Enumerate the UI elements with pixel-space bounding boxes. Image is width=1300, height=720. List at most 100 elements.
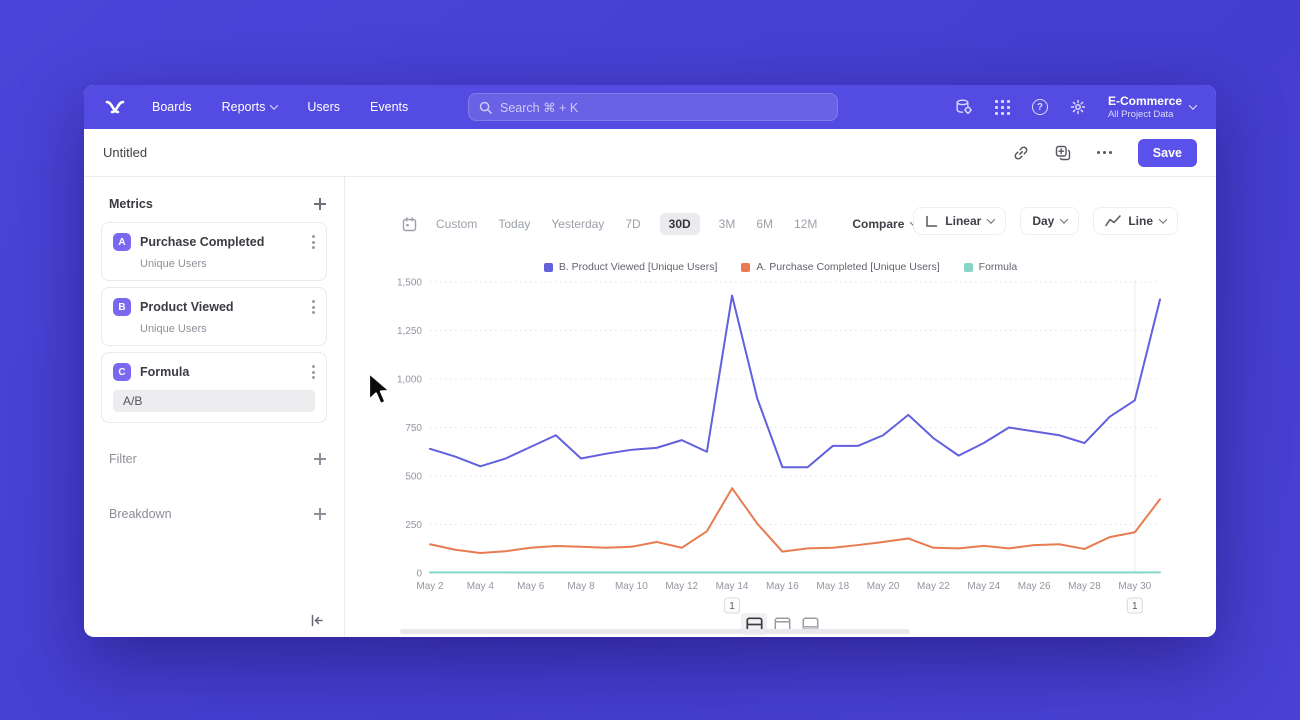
chevron-down-icon <box>1188 101 1198 110</box>
metric-menu-icon[interactable] <box>312 300 315 314</box>
report-titlebar: Untitled Save <box>84 129 1216 177</box>
formula-input[interactable]: A/B <box>113 390 315 412</box>
interval-label: Day <box>1032 214 1055 228</box>
x-tick-label: May 8 <box>567 581 595 592</box>
top-navbar: Boards Reports Users Events Search ⌘ + K <box>84 85 1216 129</box>
horizontal-scrollbar[interactable] <box>400 629 910 634</box>
metric-card-b[interactable]: B Product Viewed Unique Users <box>101 287 327 346</box>
nav-item-events[interactable]: Events <box>370 100 408 114</box>
nav-item-label: Boards <box>152 100 192 114</box>
filter-section-header: Filter <box>109 452 326 466</box>
metric-name: Purchase Completed <box>140 235 265 249</box>
metric-menu-icon[interactable] <box>312 365 315 379</box>
linear-axis-icon <box>926 215 938 227</box>
project-name: E-Commerce <box>1107 93 1182 108</box>
range-12m[interactable]: 12M <box>794 217 818 231</box>
line-chart-icon <box>1105 215 1122 227</box>
x-tick-label: May 10 <box>615 581 648 592</box>
legend-label: Formula <box>978 261 1018 273</box>
add-breakdown-button[interactable] <box>314 508 326 520</box>
legend-label: A. Purchase Completed [Unique Users] <box>756 261 940 273</box>
project-selector[interactable]: E-Commerce All Project Data <box>1107 93 1198 121</box>
filter-header-label: Filter <box>109 452 137 466</box>
y-tick-label: 1,250 <box>397 326 422 337</box>
range-30d[interactable]: 30D <box>659 213 700 235</box>
nav-item-boards[interactable]: Boards <box>152 100 192 114</box>
help-glyph: ? <box>1036 101 1044 113</box>
mixpanel-logo-icon[interactable] <box>104 99 126 115</box>
metric-letter-badge: B <box>113 298 131 316</box>
add-metric-button[interactable] <box>314 198 326 210</box>
duplicate-icon[interactable] <box>1055 145 1071 161</box>
nav-item-reports[interactable]: Reports <box>221 100 279 114</box>
range-6m[interactable]: 6M <box>756 217 774 231</box>
report-title[interactable]: Untitled <box>103 145 148 160</box>
range-today[interactable]: Today <box>498 217 531 231</box>
scale-selector[interactable]: Linear <box>913 207 1007 235</box>
series-line-1[interactable] <box>429 487 1161 555</box>
project-subtitle: All Project Data <box>1107 108 1174 120</box>
nav-item-label: Reports <box>221 100 266 114</box>
range-yesterday[interactable]: Yesterday <box>551 217 605 231</box>
chart-panel: Custom Today Yesterday 7D 30D 3M 6M 12M Compare… <box>345 177 1216 637</box>
calendar-icon[interactable] <box>402 216 417 232</box>
help-icon[interactable]: ? <box>1031 99 1048 115</box>
range-custom[interactable]: Custom <box>436 217 478 231</box>
metric-menu-icon[interactable] <box>312 235 315 249</box>
x-tick-label: May 2 <box>416 581 444 592</box>
more-options-icon[interactable] <box>1096 151 1112 154</box>
annotation-badge[interactable] <box>1126 597 1143 614</box>
report-content: Metrics A Purchase Completed Unique User… <box>84 177 1216 637</box>
apps-grid-icon[interactable] <box>994 99 1010 115</box>
series-line-0[interactable] <box>429 294 1161 469</box>
nav-item-label: Users <box>307 100 341 114</box>
scale-label: Linear <box>945 214 982 228</box>
collapse-sidebar-icon[interactable] <box>310 614 324 627</box>
chevron-down-icon <box>1060 215 1069 224</box>
range-3m[interactable]: 3M <box>718 217 736 231</box>
interval-selector[interactable]: Day <box>1020 207 1080 235</box>
y-tick-label: 1,500 <box>397 278 422 289</box>
line-chart[interactable]: 0 250 500 750 1,000 1,250 1,500 May 2 May 4 May 6… <box>390 277 1175 622</box>
legend-item-2[interactable]: Formula <box>963 261 1018 273</box>
x-tick-label: May 14 <box>716 581 749 592</box>
x-tick-label: May 20 <box>867 581 900 592</box>
data-management-icon[interactable] <box>955 99 973 115</box>
x-tick-label: May 4 <box>467 581 495 592</box>
annotation-badge[interactable] <box>724 597 741 614</box>
annotation-badge-label: 1 <box>1132 601 1138 612</box>
metric-aggregation[interactable]: Unique Users <box>140 323 207 335</box>
metric-aggregation[interactable]: Unique Users <box>140 258 207 270</box>
date-range-controls: Custom Today Yesterday 7D 30D 3M 6M 12M Compare <box>402 213 919 235</box>
share-link-icon[interactable] <box>1013 145 1029 161</box>
chevron-down-icon <box>270 101 279 110</box>
nav-item-users[interactable]: Users <box>307 100 340 114</box>
legend-swatch <box>543 262 553 272</box>
query-sidebar: Metrics A Purchase Completed Unique User… <box>84 177 345 637</box>
search-icon <box>479 101 492 114</box>
range-7d[interactable]: 7D <box>625 217 641 231</box>
metric-card-c[interactable]: C Formula A/B <box>101 352 327 423</box>
settings-gear-icon[interactable] <box>1070 99 1086 115</box>
search-input[interactable]: Search ⌘ + K <box>468 93 838 121</box>
breakdown-section-header: Breakdown <box>109 507 326 521</box>
metrics-section-header: Metrics <box>109 197 326 211</box>
compare-button[interactable]: Compare <box>852 217 919 231</box>
chart-legend: B. Product Viewed [Unique Users] A. Purch… <box>345 261 1216 273</box>
metric-name: Product Viewed <box>140 300 234 314</box>
legend-item-0[interactable]: B. Product Viewed [Unique Users] <box>543 261 717 273</box>
add-filter-button[interactable] <box>314 453 326 465</box>
search-placeholder: Search ⌘ + K <box>500 100 579 115</box>
x-tick-label: May 22 <box>917 581 950 592</box>
y-tick-label: 0 <box>416 569 422 580</box>
x-tick-label: May 6 <box>517 581 545 592</box>
metric-card-a[interactable]: A Purchase Completed Unique Users <box>101 222 327 281</box>
app-window: Boards Reports Users Events Search ⌘ + K <box>84 85 1216 637</box>
save-button[interactable]: Save <box>1137 138 1197 167</box>
legend-item-1[interactable]: A. Purchase Completed [Unique Users] <box>741 261 940 273</box>
x-tick-label: May 16 <box>766 581 799 592</box>
x-tick-label: May 12 <box>665 581 698 592</box>
x-tick-label: May 28 <box>1068 581 1101 592</box>
legend-swatch <box>741 262 751 272</box>
chart-type-selector[interactable]: Line <box>1093 207 1178 235</box>
